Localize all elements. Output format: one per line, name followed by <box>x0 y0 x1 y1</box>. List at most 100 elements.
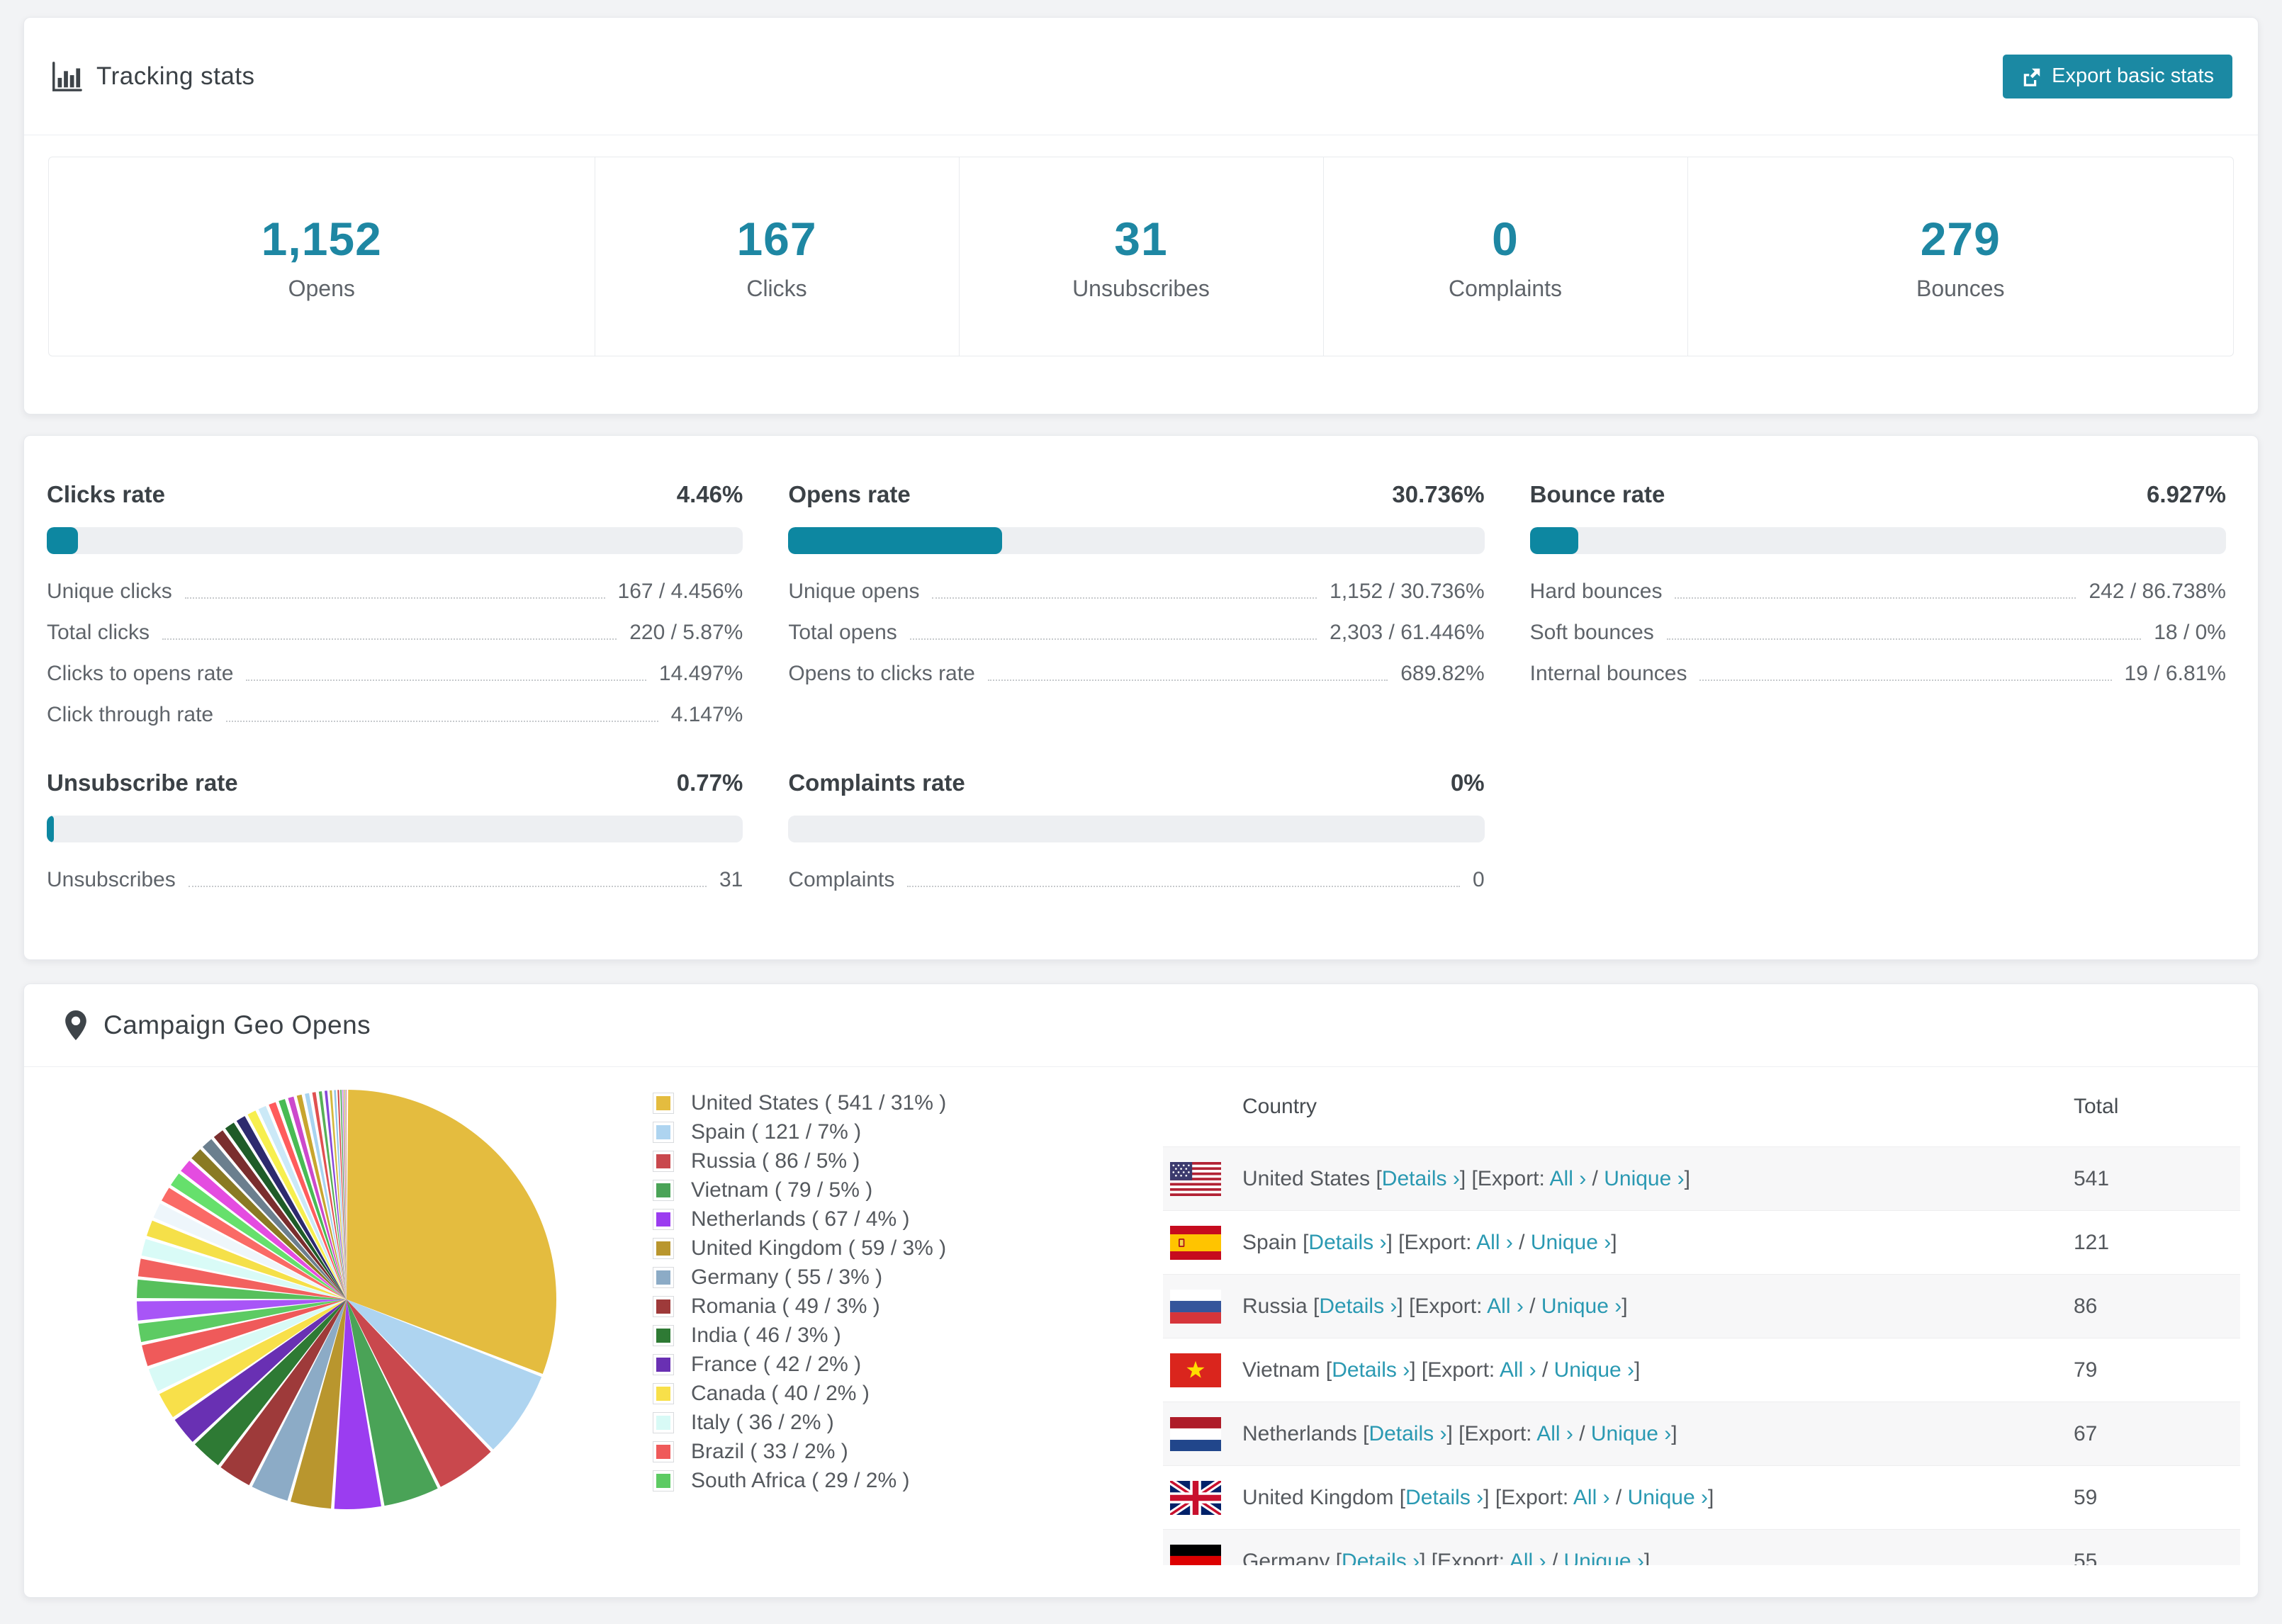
legend-item: Brazil ( 33 / 2% ) <box>653 1437 946 1466</box>
rate-name: Unsubscribe rate <box>47 769 238 796</box>
metric-row: Total opens 2,303 / 61.446% <box>788 611 1484 652</box>
progress-bar <box>47 527 743 554</box>
pie-slice-brazil <box>142 1299 347 1366</box>
legend-label: Brazil ( 33 / 2% ) <box>691 1439 848 1463</box>
legend-swatch <box>653 1440 674 1462</box>
export-unique-link[interactable]: Unique › <box>1530 1230 1612 1254</box>
pie-slice-other-9 <box>181 1161 347 1299</box>
dotted-leader <box>226 721 658 722</box>
export-all-link[interactable]: All › <box>1499 1358 1536 1382</box>
rate-title-row: Clicks rate 4.46% <box>47 481 743 508</box>
total-column-header: Total <box>2074 1095 2119 1118</box>
legend-label: Italy ( 36 / 2% ) <box>691 1410 834 1434</box>
summary-value: 0 <box>1492 212 1519 265</box>
pie-slice-romania <box>220 1299 347 1486</box>
rate-metrics: Complaints 0 <box>788 858 1484 899</box>
legend-label: France ( 42 / 2% ) <box>691 1352 862 1376</box>
export-unique-link[interactable]: Unique › <box>1604 1166 1685 1190</box>
details-link[interactable]: Details › <box>1308 1230 1387 1254</box>
legend-item: India ( 46 / 3% ) <box>653 1321 946 1350</box>
details-link[interactable]: Details › <box>1381 1166 1460 1190</box>
pie-slice-vietnam <box>347 1299 438 1506</box>
dotted-leader <box>184 597 605 599</box>
country-name: United States <box>1242 1166 1371 1190</box>
metric-value: 2,303 / 61.446% <box>1330 621 1485 644</box>
export-unique-link[interactable]: Unique › <box>1553 1358 1635 1382</box>
pie-slice-united-states <box>347 1090 556 1374</box>
table-row-de: Germany [Details ›] [Export: All › / Uni… <box>1163 1529 2240 1565</box>
metric-row: Unique clicks 167 / 4.456% <box>47 570 743 611</box>
legend-swatch <box>653 1208 674 1230</box>
summary-label: Complaints <box>1448 275 1563 301</box>
pie-slice-france <box>174 1299 347 1443</box>
pie-slice-italy <box>148 1299 347 1392</box>
legend-item: South Africa ( 29 / 2% ) <box>653 1466 946 1495</box>
export-all-link[interactable]: All › <box>1476 1230 1513 1254</box>
legend-label: United States ( 541 / 31% ) <box>691 1090 947 1115</box>
dotted-leader <box>987 680 1388 681</box>
metric-label: Opens to clicks rate <box>788 662 975 685</box>
pie-slice-other-13 <box>225 1122 347 1299</box>
metric-label: Hard bounces <box>1529 580 1663 603</box>
export-all-link[interactable]: All › <box>1509 1549 1546 1566</box>
export-unique-link[interactable]: Unique › <box>1627 1485 1708 1509</box>
legend-swatch <box>653 1266 674 1288</box>
export-all-link[interactable]: All › <box>1573 1485 1610 1509</box>
details-link[interactable]: Details › <box>1405 1485 1484 1509</box>
export-unique-link[interactable]: Unique › <box>1590 1421 1672 1445</box>
export-all-link[interactable]: All › <box>1536 1421 1573 1445</box>
summary-label: Clicks <box>746 275 807 301</box>
metric-row: Unique opens 1,152 / 30.736% <box>788 570 1484 611</box>
metric-value: 4.147% <box>670 703 743 726</box>
export-basic-stats-button[interactable]: Export basic stats <box>2003 54 2232 98</box>
metric-value: 14.497% <box>658 662 743 685</box>
rate-title-row: Opens rate 30.736% <box>788 481 1484 508</box>
country-column-header: Country <box>1242 1095 1317 1118</box>
export-unique-link[interactable]: Unique › <box>1541 1294 1622 1318</box>
rate-metrics: Unique opens 1,152 / 30.736% Total opens 2,… <box>788 570 1484 693</box>
rate-block-opens-rate: Opens rate 30.736% Unique opens 1,152 / 30.… <box>788 481 1485 734</box>
rate-block-bounce-rate: Bounce rate 6.927% Hard bounces 242 / 86.73… <box>1529 481 2226 734</box>
details-link[interactable]: Details › <box>1332 1358 1410 1382</box>
export-all-link[interactable]: All › <box>1487 1294 1524 1318</box>
summary-cell-complaints: 0 Complaints <box>1322 157 1687 356</box>
summary-cell-unsubscribes: 31 Unsubscribes <box>958 157 1323 356</box>
rates-card: Clicks rate 4.46% Unique clicks 167 / 4.456… <box>23 435 2259 960</box>
flag-united-kingdom-icon <box>1170 1480 1221 1515</box>
table-row-ru: Russia [Details ›] [Export: All › / Uniq… <box>1163 1274 2240 1338</box>
details-link[interactable]: Details › <box>1319 1294 1398 1318</box>
legend-swatch <box>653 1237 674 1259</box>
pie-slice-other-10 <box>191 1149 347 1299</box>
summary-label: Unsubscribes <box>1072 275 1210 301</box>
pie-slice-other-21 <box>305 1093 347 1299</box>
pie-slice-netherlands <box>334 1299 381 1509</box>
export-unique-link[interactable]: Unique › <box>1563 1549 1644 1566</box>
geo-table-header: Country Total <box>1163 1067 2240 1146</box>
pie-slice-russia <box>347 1299 491 1487</box>
flag-united-states-icon <box>1170 1161 1221 1196</box>
metric-label: Internal bounces <box>1529 662 1687 685</box>
metric-row: Hard bounces 242 / 86.738% <box>1530 570 2226 611</box>
details-link[interactable]: Details › <box>1342 1549 1420 1566</box>
legend-swatch <box>653 1295 674 1317</box>
metric-row: Internal bounces 19 / 6.81% <box>1530 652 2226 693</box>
country-name: Netherlands <box>1242 1421 1357 1445</box>
flag-vietnam-icon <box>1170 1353 1221 1387</box>
pie-slice-germany <box>252 1299 347 1501</box>
details-link[interactable]: Details › <box>1368 1421 1447 1445</box>
total-cell: 86 <box>2074 1294 2098 1318</box>
table-row-gb: United Kingdom [Details ›] [Export: All … <box>1163 1465 2240 1529</box>
legend-swatch <box>653 1150 674 1172</box>
summary-value: 279 <box>1920 212 2001 265</box>
flag-russia-icon <box>1170 1289 1221 1324</box>
flag-netherlands-icon <box>1170 1416 1221 1451</box>
metric-row: Clicks to opens rate 14.497% <box>47 652 743 693</box>
rate-value: 4.46% <box>676 481 743 507</box>
legend-label: South Africa ( 29 / 2% ) <box>691 1468 910 1492</box>
legend-label: Vietnam ( 79 / 5% ) <box>691 1178 873 1202</box>
flag-spain-icon <box>1170 1225 1221 1260</box>
metric-value: 220 / 5.87% <box>629 621 743 644</box>
export-all-link[interactable]: All › <box>1549 1166 1587 1190</box>
bar-chart-icon <box>50 60 82 93</box>
summary-label: Opens <box>288 275 355 301</box>
